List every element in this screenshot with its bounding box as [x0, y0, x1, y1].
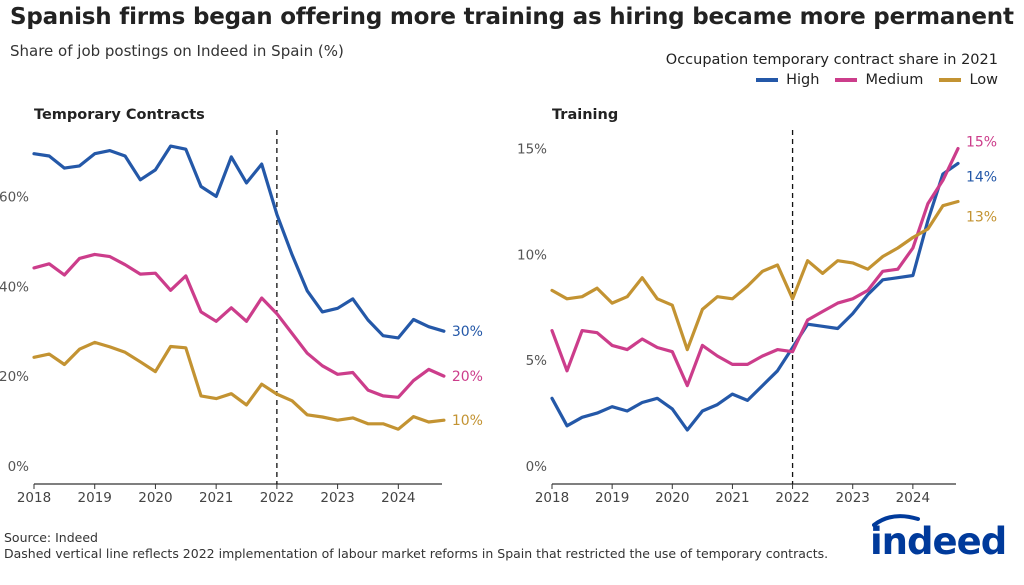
- series-line-temp-high: [32, 144, 446, 340]
- legend-label-low: Low: [969, 72, 998, 88]
- legend-swatch-high: [756, 78, 779, 82]
- series-line-temp-low: [32, 340, 446, 431]
- x-tick-label-training-0: 2018: [535, 490, 569, 506]
- footer-note: Dashed vertical line reflects 2022 imple…: [4, 546, 829, 561]
- end-label-temp-high: 30%: [452, 324, 483, 340]
- indeed-logo: indeed: [870, 520, 1007, 563]
- y-tick-label-training-1: 5%: [526, 353, 548, 369]
- y-tick-label-temp-3: 60%: [0, 189, 29, 205]
- y-tick-label-temp-1: 20%: [0, 369, 29, 385]
- chart-title: Spanish firms began offering more traini…: [10, 4, 1014, 30]
- y-tick-label-training-0: 0%: [526, 459, 548, 475]
- x-tick-label-temp-2: 2020: [138, 490, 172, 506]
- x-tick-label-temp-1: 2019: [78, 490, 112, 506]
- series-line-training-high: [550, 161, 960, 432]
- end-label-temp-low: 10%: [452, 413, 483, 429]
- series-line-training-low: [550, 199, 960, 352]
- end-label-training-high: 14%: [966, 169, 997, 185]
- x-tick-label-training-3: 2021: [715, 490, 749, 506]
- footer-source: Source: Indeed: [4, 530, 98, 545]
- end-label-training-medium: 15%: [966, 135, 997, 151]
- series-line-training-medium: [550, 147, 960, 388]
- legend-swatch-low: [939, 78, 962, 82]
- x-tick-label-temp-6: 2024: [381, 490, 415, 506]
- legend-item-low: Low: [939, 72, 998, 88]
- x-tick-label-training-5: 2023: [836, 490, 870, 506]
- x-tick-label-training-1: 2019: [595, 490, 629, 506]
- x-tick-label-temp-4: 2022: [260, 490, 294, 506]
- legend-item-high: High: [756, 72, 819, 88]
- legend: High Medium Low: [756, 72, 998, 88]
- legend-label-high: High: [786, 72, 820, 88]
- legend-label-medium: Medium: [865, 72, 924, 88]
- x-tick-label-temp-5: 2023: [320, 490, 354, 506]
- series-line-temp-medium: [32, 252, 446, 399]
- panel-title-temp: Temporary Contracts: [34, 107, 205, 123]
- end-label-temp-medium: 20%: [452, 369, 483, 385]
- x-tick-label-temp-3: 2021: [199, 490, 233, 506]
- logo-arc-icon: [872, 514, 920, 527]
- legend-item-medium: Medium: [835, 72, 923, 88]
- legend-title: Occupation temporary contract share in 2…: [665, 52, 998, 68]
- end-label-training-low: 13%: [966, 209, 997, 225]
- y-tick-label-temp-2: 40%: [0, 279, 29, 295]
- y-tick-label-temp-0: 0%: [8, 459, 30, 475]
- x-tick-label-temp-0: 2018: [17, 490, 51, 506]
- panel-title-training: Training: [552, 107, 618, 123]
- x-tick-label-training-6: 2024: [896, 490, 930, 506]
- legend-swatch-medium: [835, 78, 858, 82]
- y-tick-label-training-3: 15%: [517, 142, 547, 158]
- y-tick-label-training-2: 10%: [517, 247, 547, 263]
- x-tick-label-training-4: 2022: [775, 490, 809, 506]
- chart-subtitle: Share of job postings on Indeed in Spain…: [10, 42, 344, 60]
- x-tick-label-training-2: 2020: [655, 490, 689, 506]
